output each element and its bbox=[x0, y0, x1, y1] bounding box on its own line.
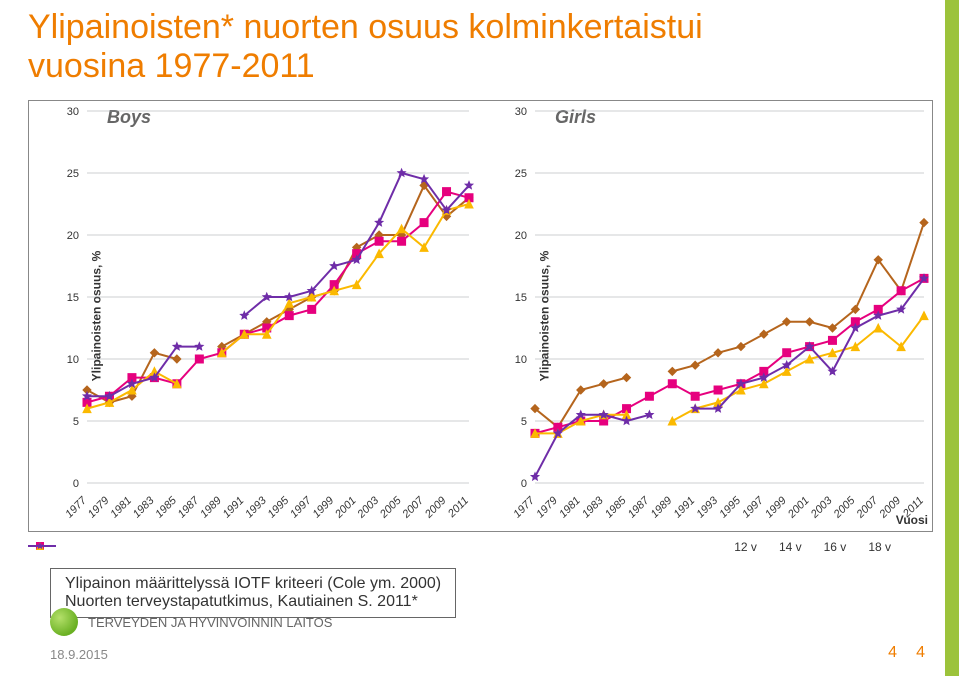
svg-text:1991: 1991 bbox=[671, 495, 697, 521]
svg-text:1993: 1993 bbox=[694, 494, 720, 520]
chart-container: Ylipainoisten osuus, % Boys 051015202530… bbox=[28, 100, 933, 532]
svg-text:2001: 2001 bbox=[785, 495, 812, 522]
xlabel: Vuosi bbox=[896, 513, 928, 527]
svg-text:15: 15 bbox=[515, 292, 527, 304]
footer-org: TERVEYDEN JA HYVINVOINNIN LAITOS bbox=[50, 608, 332, 636]
legend-item: 18 v bbox=[864, 540, 891, 554]
legend: 12 v 14 v 16 v 18 v bbox=[28, 540, 931, 554]
legend-item: 14 v bbox=[775, 540, 802, 554]
svg-text:1991: 1991 bbox=[221, 495, 247, 521]
title-line1: Ylipainoisten* nuorten osuus kolminkerta… bbox=[28, 8, 703, 46]
title-line2: vuosina 1977-2011 bbox=[28, 47, 315, 85]
panel-girls: Ylipainoisten osuus, % Girls 05101520253… bbox=[477, 101, 932, 531]
svg-text:5: 5 bbox=[73, 416, 79, 428]
svg-text:20: 20 bbox=[515, 230, 527, 242]
svg-text:30: 30 bbox=[515, 106, 527, 118]
svg-text:1995: 1995 bbox=[717, 494, 743, 520]
svg-text:20: 20 bbox=[67, 230, 79, 242]
svg-text:1979: 1979 bbox=[534, 495, 560, 521]
svg-text:1999: 1999 bbox=[763, 495, 789, 521]
svg-text:2003: 2003 bbox=[808, 494, 835, 521]
svg-text:5: 5 bbox=[521, 416, 527, 428]
legend-item: 16 v bbox=[820, 540, 847, 554]
footer-date: 18.9.2015 bbox=[50, 647, 108, 662]
svg-text:2011: 2011 bbox=[445, 495, 471, 521]
svg-text:2007: 2007 bbox=[400, 494, 427, 521]
svg-text:1997: 1997 bbox=[740, 494, 766, 520]
svg-text:1997: 1997 bbox=[288, 494, 314, 520]
svg-text:1987: 1987 bbox=[176, 494, 202, 520]
svg-text:1981: 1981 bbox=[557, 495, 583, 521]
svg-text:2003: 2003 bbox=[355, 494, 382, 521]
legend-item: 12 v bbox=[730, 540, 757, 554]
svg-text:0: 0 bbox=[521, 478, 527, 490]
page-number: 4 bbox=[916, 644, 925, 662]
page-number-2: 4 bbox=[888, 644, 897, 662]
leaf-icon bbox=[50, 608, 78, 636]
svg-text:1989: 1989 bbox=[198, 495, 224, 521]
svg-text:2001: 2001 bbox=[332, 495, 359, 522]
svg-text:30: 30 bbox=[67, 106, 79, 118]
svg-text:2005: 2005 bbox=[377, 494, 404, 521]
svg-text:0: 0 bbox=[73, 478, 79, 490]
svg-text:15: 15 bbox=[67, 292, 79, 304]
org-name: TERVEYDEN JA HYVINVOINNIN LAITOS bbox=[88, 615, 332, 630]
svg-text:1977: 1977 bbox=[63, 494, 89, 520]
svg-girls: 0 5 10 15 20 25 30 1977197919811983198519871989… bbox=[477, 101, 932, 531]
svg-text:10: 10 bbox=[515, 354, 527, 366]
svg-boys: 0 5 10 15 20 25 30 1977197919811983198519871989… bbox=[29, 101, 477, 531]
slide-title: Ylipainoisten* nuorten osuus kolminkerta… bbox=[28, 8, 703, 86]
svg-text:25: 25 bbox=[515, 168, 527, 180]
svg-text:1977: 1977 bbox=[511, 494, 537, 520]
svg-text:2009: 2009 bbox=[422, 495, 449, 522]
svg-text:1987: 1987 bbox=[626, 494, 652, 520]
svg-text:1993: 1993 bbox=[243, 494, 269, 520]
svg-text:2007: 2007 bbox=[854, 494, 881, 521]
svg-text:2005: 2005 bbox=[831, 494, 858, 521]
svg-text:1983: 1983 bbox=[131, 494, 157, 520]
panel-boys: Ylipainoisten osuus, % Boys 051015202530… bbox=[29, 101, 477, 531]
svg-text:1985: 1985 bbox=[153, 494, 179, 520]
svg-text:1983: 1983 bbox=[580, 494, 606, 520]
svg-text:1989: 1989 bbox=[649, 495, 675, 521]
accent-bar bbox=[945, 0, 959, 676]
svg-text:1979: 1979 bbox=[86, 495, 112, 521]
svg-text:1995: 1995 bbox=[266, 494, 292, 520]
note-line1: Ylipainon määrittelyssä IOTF kriteeri (C… bbox=[65, 575, 441, 592]
svg-text:10: 10 bbox=[67, 354, 79, 366]
svg-text:1985: 1985 bbox=[603, 494, 629, 520]
svg-text:1981: 1981 bbox=[108, 495, 134, 521]
svg-text:1999: 1999 bbox=[310, 495, 336, 521]
svg-text:25: 25 bbox=[67, 168, 79, 180]
